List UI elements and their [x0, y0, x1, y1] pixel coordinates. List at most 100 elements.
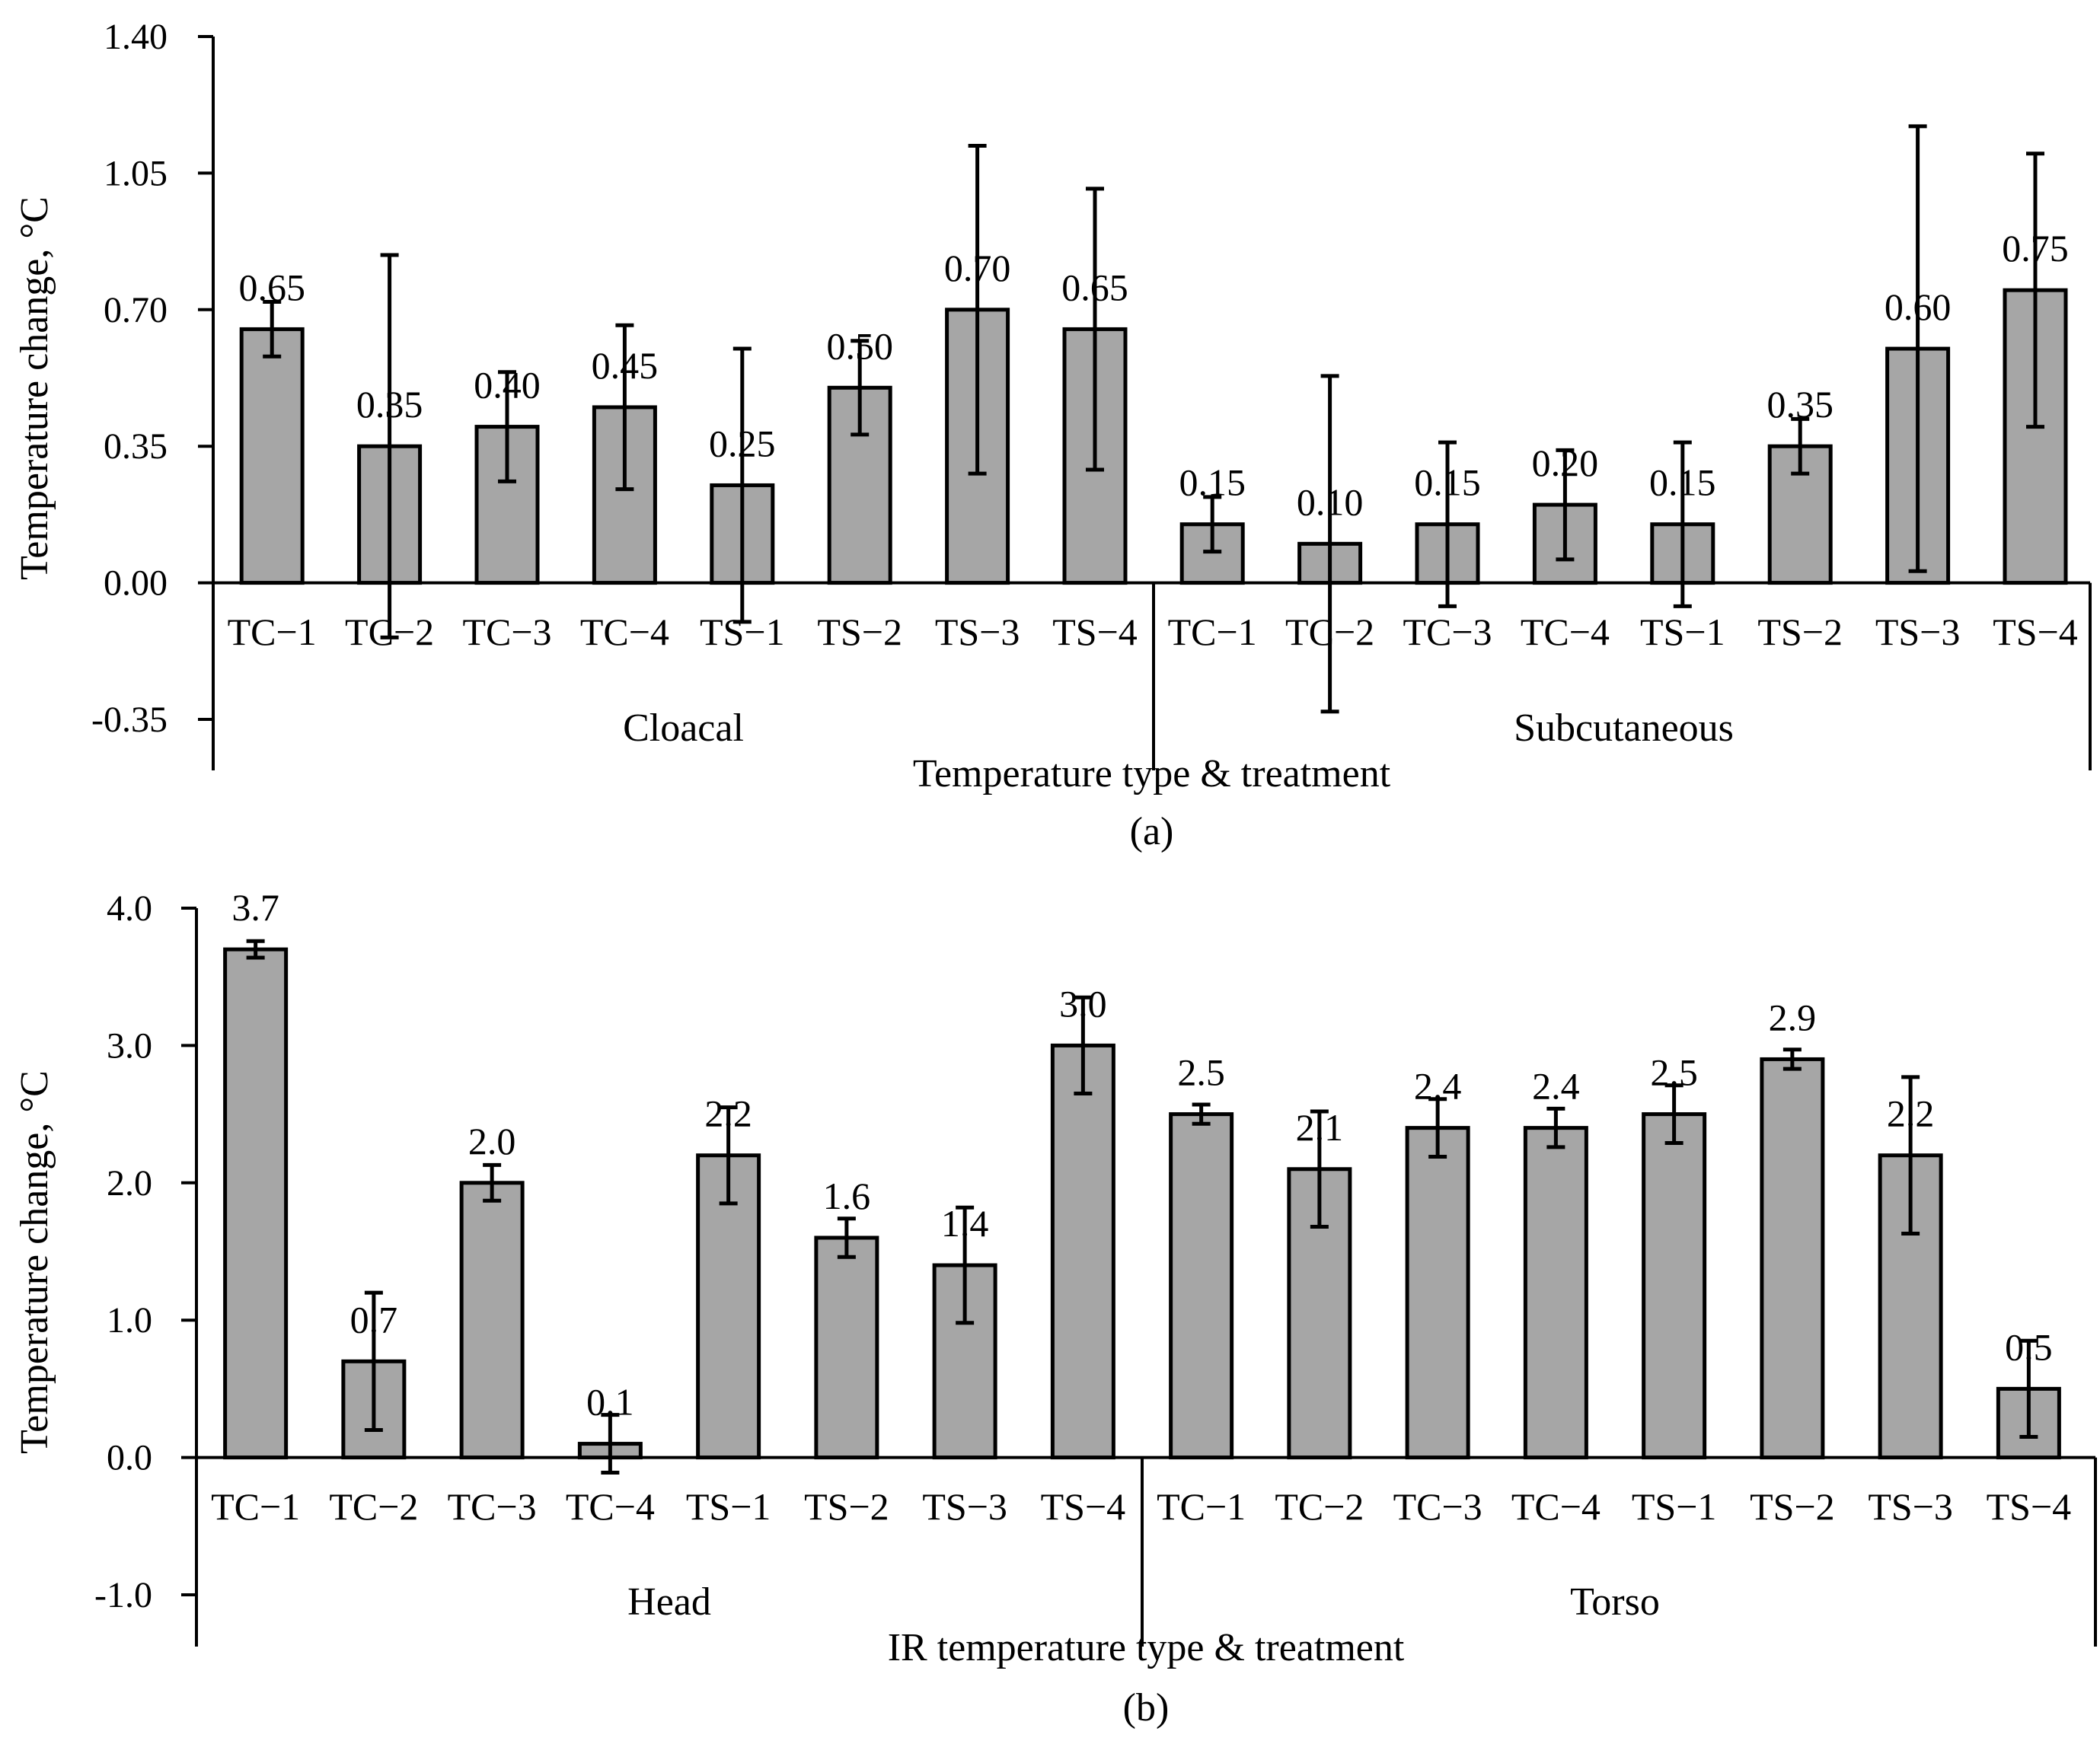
panel-b-data-label: 0.1 [586, 1381, 634, 1424]
panel-a-data-label: 0.35 [356, 383, 423, 426]
panel-a-category-label: TC−4 [1521, 611, 1610, 653]
panel-a-data-label: 0.15 [1414, 461, 1481, 504]
panel-b-y-axis-title: Temperature change, °C [13, 1070, 56, 1454]
panel-b-bar [223, 947, 289, 1460]
panel-b-data-label: 2.0 [468, 1120, 516, 1162]
panel-b-y-tick-label: 2.0 [107, 1163, 152, 1204]
panel-a-category-label: TS−3 [935, 611, 1020, 653]
panel-a-category-label: TC−1 [1168, 611, 1257, 653]
panel-b-bar [1405, 1126, 1470, 1460]
panel-a-category-label: TC−4 [580, 611, 669, 653]
panel-a-data-label: 0.40 [474, 364, 541, 407]
panel-b-category-label: TC−1 [211, 1485, 300, 1528]
panel-b-category-label: TS−3 [922, 1485, 1007, 1528]
panel-a-data-label: 0.15 [1179, 461, 1246, 504]
panel-a-data-label: 0.70 [944, 247, 1011, 289]
panel-a-y-tick-label: 0.35 [104, 426, 168, 467]
panel-a-data-label: 0.25 [709, 422, 776, 464]
panel-a-data-label: 0.10 [1297, 480, 1364, 523]
panel-b-group-label: Head [627, 1580, 711, 1624]
panel-a-y-tick-label: 0.00 [104, 563, 168, 604]
panel-a-data-label: 0.60 [1885, 285, 1952, 328]
panel-b-category-label: TC−4 [566, 1485, 655, 1528]
panel-b-bar [1642, 1112, 1707, 1460]
panel-b-data-label: 0.5 [2005, 1325, 2053, 1368]
panel-a-y-tick-label: 0.70 [104, 290, 168, 330]
panel-b: 4.0 3.0 2.0 1.0 0.0 -1.0 3.7 TC−1 0.7 TC−2 2.0 TC−3… [13, 886, 2097, 1730]
panel-b-data-label: 2.4 [1532, 1065, 1580, 1108]
panel-b-category-label: TS−2 [804, 1485, 889, 1528]
panel-a-data-label: 0.20 [1532, 442, 1599, 484]
panel-a: 1.40 1.05 0.70 0.35 0.00 -0.35 0.65 TC−1 0.35 TC−… [13, 17, 2092, 853]
panel-b-bar [1169, 1112, 1234, 1460]
panel-a-data-label: 0.45 [592, 344, 659, 387]
panel-b-bar [1523, 1126, 1588, 1460]
panel-b-category-label: TC−1 [1157, 1485, 1246, 1528]
panel-b-y-tick-label: 3.0 [107, 1025, 152, 1066]
panel-b-data-label: 1.6 [823, 1175, 871, 1217]
panel-a-data-label: 0.50 [826, 324, 893, 367]
panel-a-category-label: TS−4 [1993, 611, 2078, 653]
panel-a-category-label: TS−2 [817, 611, 902, 653]
panel-a-panel-label: (a) [1130, 810, 1174, 853]
panel-a-category-label: TC−1 [228, 611, 317, 653]
panel-b-category-label: TC−3 [448, 1485, 537, 1528]
panel-a-y-tick-label: 1.40 [104, 17, 168, 57]
panel-b-x-axis-title: IR temperature type & treatment [888, 1626, 1405, 1669]
panel-b-data-label: 2.2 [704, 1092, 752, 1135]
panel-a-category-label: TS−2 [1757, 611, 1843, 653]
panel-a-x-axis-title: Temperature type & treatment [913, 752, 1391, 796]
panel-b-data-label: 2.4 [1414, 1065, 1462, 1108]
panel-b-category-label: TC−4 [1511, 1485, 1601, 1528]
panel-a-group-label: Cloacal [623, 706, 744, 750]
panel-b-y-tick-label: -1.0 [94, 1575, 152, 1615]
panel-a-bar [239, 327, 305, 585]
panel-b-category-label: TS−2 [1750, 1485, 1835, 1528]
panel-a-data-label: 0.75 [2002, 227, 2069, 269]
panel-b-data-label: 2.1 [1296, 1106, 1344, 1149]
panel-b-bar [814, 1236, 879, 1460]
panel-b-data-label: 2.5 [1177, 1051, 1225, 1094]
panel-b-category-label: TS−4 [1987, 1485, 2072, 1528]
panel-a-category-label: TS−4 [1052, 611, 1138, 653]
panel-b-y-tick-label: 1.0 [107, 1300, 152, 1341]
panel-b-y-tick-label: 4.0 [107, 888, 152, 929]
panel-b-bar [1760, 1057, 1825, 1460]
panel-a-y-tick-label: 1.05 [104, 153, 168, 193]
panel-b-y-tick-label: 0.0 [107, 1438, 152, 1478]
panel-a-data-label: 0.35 [1766, 383, 1834, 426]
panel-a-data-label: 0.65 [1061, 266, 1128, 308]
panel-a-category-label: TS−1 [700, 611, 785, 653]
panel-b-bar [696, 1153, 761, 1460]
panel-b-category-label: TS−3 [1868, 1485, 1953, 1528]
panel-b-data-label: 2.9 [1769, 996, 1817, 1038]
panel-b-data-label: 2.5 [1650, 1051, 1698, 1094]
panel-b-data-label: 3.0 [1059, 982, 1107, 1025]
panel-b-bar [459, 1181, 525, 1460]
panel-b-data-label: 1.4 [941, 1202, 989, 1245]
panel-b-data-label: 2.2 [1887, 1092, 1935, 1135]
panel-b-data-label: 0.7 [350, 1298, 398, 1341]
panel-a-category-label: TC−3 [462, 611, 551, 653]
panel-b-category-label: TC−3 [1393, 1485, 1482, 1528]
panel-b-category-label: TS−4 [1041, 1485, 1126, 1528]
panel-b-data-label: 3.7 [231, 886, 279, 929]
panel-b-category-label: TC−2 [1275, 1485, 1364, 1528]
panel-b-category-label: TS−1 [1632, 1485, 1717, 1528]
panel-a-data-label: 0.65 [238, 266, 305, 308]
panel-a-group-label: Subcutaneous [1514, 706, 1734, 750]
panel-a-category-label: TC−2 [345, 611, 434, 653]
panel-b-category-label: TS−1 [686, 1485, 771, 1528]
panel-b-bar [1050, 1043, 1115, 1460]
panel-b-category-label: TC−2 [329, 1485, 418, 1528]
panel-a-y-axis-title: Temperature change, °C [13, 196, 56, 580]
panel-b-panel-label: (b) [1123, 1686, 1170, 1730]
panel-a-category-label: TC−3 [1403, 611, 1492, 653]
panel-b-group-label: Torso [1570, 1580, 1660, 1624]
panel-a-category-label: TS−1 [1640, 611, 1725, 653]
panel-a-y-tick-label: -0.35 [91, 700, 168, 740]
panel-a-data-label: 0.15 [1649, 461, 1716, 504]
panel-a-category-label: TC−2 [1285, 611, 1374, 653]
panel-a-category-label: TS−3 [1875, 611, 1961, 653]
